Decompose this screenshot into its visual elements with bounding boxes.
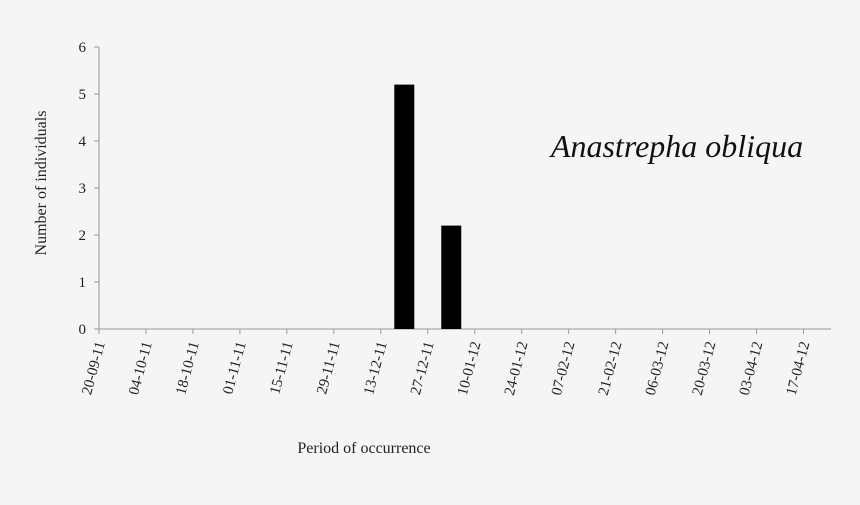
bar-27-12-11 [441, 225, 462, 329]
y-tick-label: 6 [79, 40, 87, 56]
y-tick-label: 4 [79, 134, 87, 150]
x-axis-title: Period of occurrence [297, 440, 430, 457]
axes [98, 47, 831, 330]
x-tick-label: 27-12-11 [408, 340, 438, 397]
y-tick-label: 5 [79, 87, 87, 103]
x-tick-label: 13-12-11 [361, 340, 391, 397]
bar-13-12-11 [394, 84, 415, 329]
species-annotation: Anastrepha obliqua [549, 128, 803, 164]
x-tick-label: 20-03-12 [690, 340, 720, 397]
x-tick-label: 29-11-11 [314, 340, 343, 396]
y-axis-title: Number of individuals [33, 111, 50, 256]
y-ticks: 0 1 2 3 4 5 6 [79, 40, 99, 338]
x-tick-label: 15-11-11 [267, 340, 296, 396]
x-ticks: 20-09-11 04-10-11 18-10-11 01-11-11 15-11-11… [79, 329, 813, 397]
x-tick-label: 10-01-12 [455, 340, 485, 397]
y-tick-label: 3 [79, 181, 87, 197]
x-tick-label: 04-10-11 [126, 340, 156, 397]
x-tick-label: 17-04-12 [784, 340, 814, 397]
y-tick-label: 2 [79, 228, 87, 244]
x-tick-label: 03-04-12 [737, 340, 767, 397]
bars [394, 84, 462, 329]
y-tick-label: 1 [79, 275, 87, 291]
x-tick-label: 07-02-12 [549, 340, 579, 397]
x-tick-label: 06-03-12 [643, 340, 673, 397]
x-tick-label: 18-10-11 [173, 340, 203, 397]
x-tick-label: 20-09-11 [79, 340, 109, 397]
x-tick-label: 01-11-11 [220, 340, 249, 396]
x-tick-label: 21-02-12 [596, 340, 626, 397]
x-tick-label: 24-01-12 [502, 340, 532, 397]
y-tick-label: 0 [79, 322, 87, 338]
